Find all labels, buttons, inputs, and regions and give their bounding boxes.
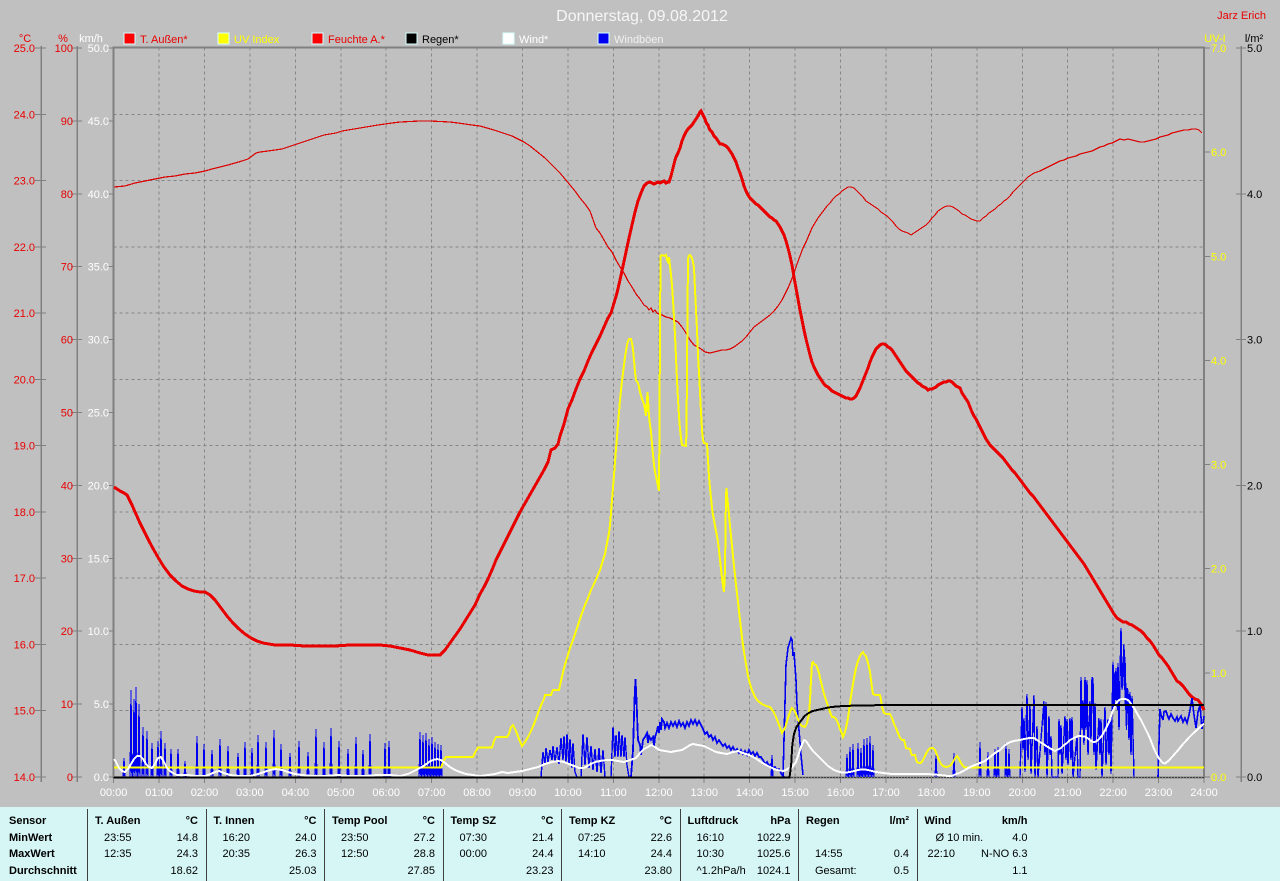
svg-text:60: 60 [61,335,73,347]
svg-text:30: 30 [61,553,73,565]
svg-text:15:00: 15:00 [781,787,809,799]
svg-text:05:00: 05:00 [327,787,355,799]
svg-text:04:00: 04:00 [282,787,310,799]
svg-text:16.0: 16.0 [14,639,35,651]
svg-text:25.0: 25.0 [14,43,35,55]
svg-text:20.0: 20.0 [14,374,35,386]
svg-text:°C: °C [19,33,31,45]
svg-text:03:00: 03:00 [236,787,264,799]
svg-text:21:00: 21:00 [1054,787,1082,799]
svg-text:15.0: 15.0 [88,553,109,565]
svg-text:80: 80 [61,189,73,201]
svg-text:Windböen: Windböen [614,34,664,46]
svg-text:1.0: 1.0 [1247,626,1262,638]
svg-text:Feuchte A.*: Feuchte A.* [328,34,386,46]
svg-text:20:00: 20:00 [1009,787,1037,799]
svg-text:12:00: 12:00 [645,787,673,799]
svg-text:24.0: 24.0 [14,109,35,121]
svg-text:10: 10 [61,699,73,711]
svg-text:10:00: 10:00 [554,787,582,799]
svg-text:10.0: 10.0 [88,626,109,638]
svg-text:18:00: 18:00 [918,787,946,799]
svg-text:19:00: 19:00 [963,787,991,799]
svg-text:5.0: 5.0 [94,699,109,711]
svg-text:02:00: 02:00 [191,787,219,799]
svg-text:4.0: 4.0 [1211,355,1226,367]
svg-text:20: 20 [61,626,73,638]
svg-text:11:00: 11:00 [600,787,627,799]
svg-text:0: 0 [67,772,73,784]
svg-text:50: 50 [61,408,73,420]
svg-text:l/m²: l/m² [1245,33,1264,45]
svg-text:23:00: 23:00 [1145,787,1173,799]
svg-text:5.0: 5.0 [1211,251,1226,263]
svg-text:20.0: 20.0 [88,480,109,492]
svg-text:0.0: 0.0 [1247,772,1262,784]
svg-text:70: 70 [61,262,73,274]
svg-text:2.0: 2.0 [1247,480,1262,492]
svg-text:21.0: 21.0 [14,308,35,320]
svg-text:0.0: 0.0 [1211,772,1226,784]
svg-text:09:00: 09:00 [509,787,537,799]
svg-text:45.0: 45.0 [88,116,109,128]
svg-text:Donnerstag, 09.08.2012: Donnerstag, 09.08.2012 [556,8,728,25]
svg-text:%: % [58,33,68,45]
svg-text:UV-I: UV-I [1204,33,1225,45]
svg-text:30.0: 30.0 [88,335,109,347]
svg-text:4.0: 4.0 [1247,189,1262,201]
svg-text:5.0: 5.0 [1247,43,1262,55]
svg-text:0.0: 0.0 [94,772,109,784]
svg-text:Regen*: Regen* [422,34,459,46]
svg-text:23.0: 23.0 [14,176,35,188]
svg-text:06:00: 06:00 [372,787,400,799]
svg-text:6.0: 6.0 [1211,147,1226,159]
svg-text:3.0: 3.0 [1211,460,1226,472]
svg-text:08:00: 08:00 [463,787,491,799]
svg-text:07:00: 07:00 [418,787,446,799]
svg-text:2.0: 2.0 [1211,564,1226,576]
svg-text:00:00: 00:00 [100,787,128,799]
svg-text:25.0: 25.0 [88,408,109,420]
svg-text:17:00: 17:00 [872,787,900,799]
svg-text:35.0: 35.0 [88,262,109,274]
svg-text:13:00: 13:00 [690,787,718,799]
svg-text:50.0: 50.0 [88,43,109,55]
svg-text:14.0: 14.0 [14,772,35,784]
svg-text:T. Außen*: T. Außen* [140,34,188,46]
svg-text:22:00: 22:00 [1099,787,1127,799]
svg-text:UV Index: UV Index [234,34,280,46]
svg-text:22.0: 22.0 [14,242,35,254]
svg-text:3.0: 3.0 [1247,335,1262,347]
svg-text:15.0: 15.0 [14,706,35,718]
svg-text:01:00: 01:00 [145,787,173,799]
svg-text:100: 100 [55,43,73,55]
svg-text:17.0: 17.0 [14,573,35,585]
svg-text:40: 40 [61,480,73,492]
svg-text:16:00: 16:00 [827,787,855,799]
svg-text:14:00: 14:00 [736,787,764,799]
svg-text:Wind*: Wind* [519,34,549,46]
svg-text:7.0: 7.0 [1211,43,1226,55]
svg-text:18.0: 18.0 [14,507,35,519]
svg-text:km/h: km/h [79,33,103,45]
svg-text:Jarz Erich: Jarz Erich [1217,10,1266,22]
svg-text:90: 90 [61,116,73,128]
svg-text:1.0: 1.0 [1211,668,1226,680]
svg-text:40.0: 40.0 [88,189,109,201]
svg-text:19.0: 19.0 [14,441,35,453]
svg-text:24:00: 24:00 [1190,787,1218,799]
